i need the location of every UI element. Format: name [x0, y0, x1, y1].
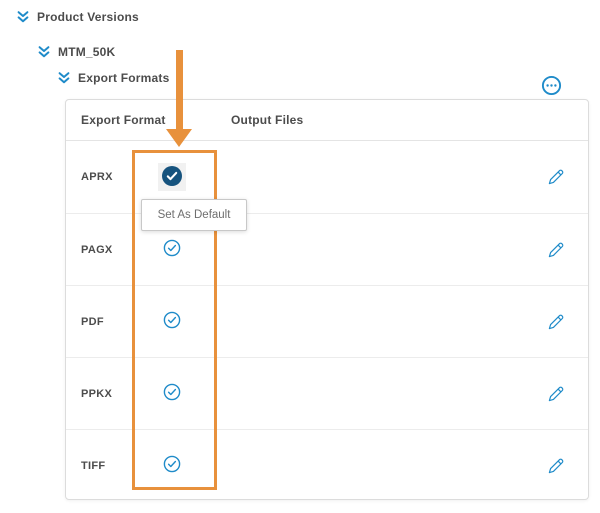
- pencil-icon: [546, 456, 566, 476]
- table-row: APRX: [66, 141, 588, 213]
- pencil-icon: [546, 384, 566, 404]
- set-as-default-tooltip: Set As Default: [141, 199, 247, 231]
- format-label: PPKX: [81, 387, 113, 400]
- tree-item-label: Product Versions: [37, 10, 139, 24]
- default-toggle[interactable]: [158, 236, 186, 264]
- default-toggle[interactable]: [158, 452, 186, 480]
- column-header-export-format: Export Format: [81, 113, 166, 127]
- tree-item-label: Export Formats: [78, 71, 170, 85]
- check-circle-outline-icon: [163, 455, 181, 476]
- table-header-row: Export Format Output Files: [66, 100, 588, 141]
- double-chevron-down-icon[interactable]: [16, 10, 30, 24]
- format-label: PDF: [81, 315, 104, 328]
- tree-item-label: MTM_50K: [58, 45, 116, 59]
- tree-item-product-versions[interactable]: Product Versions: [16, 10, 139, 24]
- table-row: PPKX: [66, 357, 588, 429]
- ellipsis-circle-icon: [541, 75, 562, 96]
- double-chevron-down-icon[interactable]: [37, 45, 51, 59]
- edit-button[interactable]: [546, 384, 566, 404]
- default-toggle-checked[interactable]: [158, 163, 186, 191]
- edit-button[interactable]: [546, 312, 566, 332]
- double-chevron-down-icon[interactable]: [57, 71, 71, 85]
- check-circle-filled-icon: [162, 165, 182, 189]
- tree-item-mtm-50k[interactable]: MTM_50K: [37, 45, 115, 59]
- edit-button[interactable]: [546, 167, 566, 187]
- edit-button[interactable]: [546, 456, 566, 476]
- format-label: TIFF: [81, 459, 106, 472]
- pencil-icon: [546, 167, 566, 187]
- edit-button[interactable]: [546, 240, 566, 260]
- format-label: APRX: [81, 171, 113, 183]
- check-circle-outline-icon: [163, 311, 181, 332]
- more-options-button[interactable]: [541, 75, 562, 96]
- check-circle-outline-icon: [163, 383, 181, 404]
- table-row: TIFF: [66, 429, 588, 501]
- table-row: PAGX: [66, 213, 588, 285]
- tree-item-export-formats[interactable]: Export Formats: [57, 71, 169, 85]
- check-circle-outline-icon: [163, 239, 181, 260]
- pencil-icon: [546, 312, 566, 332]
- default-toggle[interactable]: [158, 308, 186, 336]
- default-toggle[interactable]: [158, 380, 186, 408]
- table-row: PDF: [66, 285, 588, 357]
- column-header-output-files: Output Files: [231, 113, 304, 127]
- export-formats-table: Export Format Output Files APRX PAG: [65, 99, 589, 500]
- pencil-icon: [546, 240, 566, 260]
- format-label: PAGX: [81, 243, 113, 256]
